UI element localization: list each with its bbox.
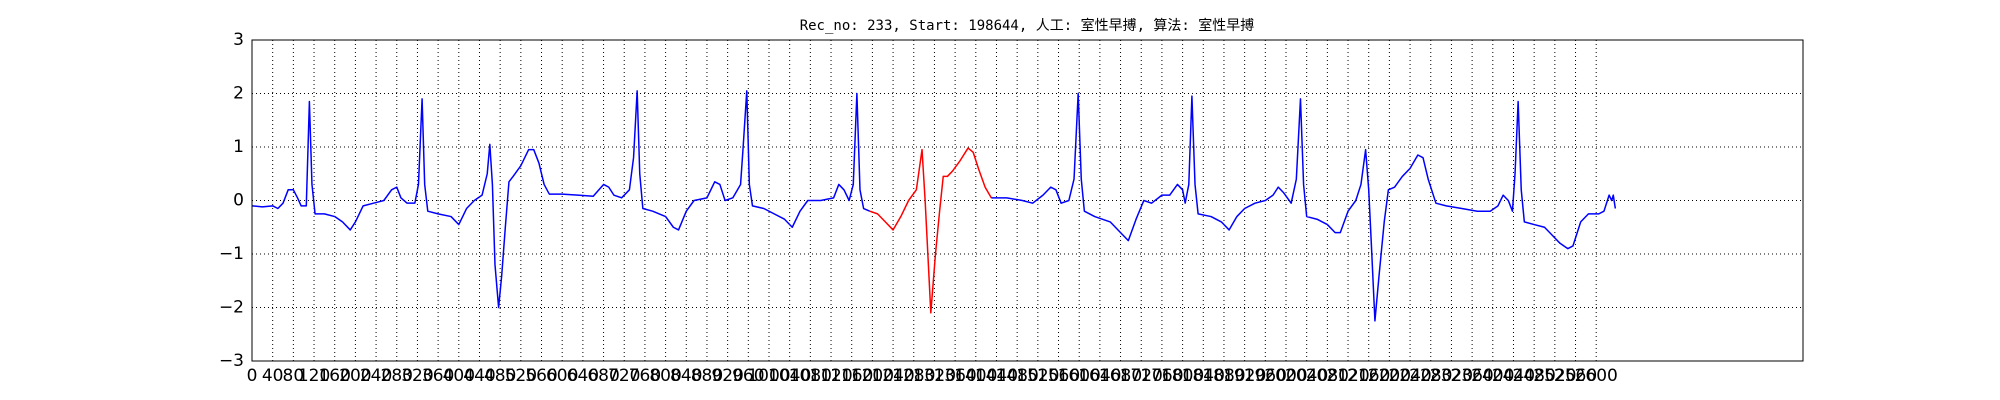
x-tick-label: 880 bbox=[691, 366, 723, 386]
x-tick-label: 1320 bbox=[913, 366, 956, 386]
x-tick-label: 600 bbox=[546, 366, 578, 386]
x-tick-label: 1880 bbox=[1202, 366, 1245, 386]
x-tick-label: 1440 bbox=[975, 366, 1018, 386]
x-tick-label: 1960 bbox=[1244, 366, 1287, 386]
x-tick-label: 760 bbox=[629, 366, 661, 386]
x-tick-label: 520 bbox=[505, 366, 537, 386]
x-tick-label: 1080 bbox=[789, 366, 832, 386]
x-tick-label: 2160 bbox=[1347, 366, 1390, 386]
x-tick-label: 1000 bbox=[747, 366, 790, 386]
x-tick-label: 1680 bbox=[1099, 366, 1142, 386]
x-tick-label: 440 bbox=[463, 366, 495, 386]
x-tick-label: 2120 bbox=[1326, 366, 1369, 386]
x-tick-label: 2000 bbox=[1264, 366, 1307, 386]
x-tick-label: 2280 bbox=[1409, 366, 1452, 386]
x-tick-label: 1400 bbox=[954, 366, 997, 386]
x-tick-label: 2320 bbox=[1430, 366, 1473, 386]
x-tick-label: 2600 bbox=[1575, 366, 1618, 386]
y-tick-label: 2 bbox=[233, 84, 244, 104]
x-tick-label: 360 bbox=[422, 366, 454, 386]
ecg-line bbox=[251, 90, 871, 309]
chart-title: Rec_no: 233, Start: 198644, 人工: 室性早搏, 算法… bbox=[800, 17, 1255, 34]
x-tick-label: 1360 bbox=[933, 366, 976, 386]
x-tick-label: 840 bbox=[670, 366, 702, 386]
x-tick-label: 2200 bbox=[1368, 366, 1411, 386]
x-tick-label: 1760 bbox=[1140, 366, 1183, 386]
x-tick-label: 1720 bbox=[1120, 366, 1163, 386]
x-tick-label: 240 bbox=[360, 366, 392, 386]
x-tick-label: 2440 bbox=[1492, 366, 1535, 386]
x-tick-label: 800 bbox=[649, 366, 681, 386]
y-tick-label: −3 bbox=[219, 351, 244, 371]
x-tick-label: 120 bbox=[298, 366, 330, 386]
x-tick-label: 1560 bbox=[1037, 366, 1080, 386]
x-tick-label: 1520 bbox=[1016, 366, 1059, 386]
x-tick-label: 1040 bbox=[768, 366, 811, 386]
ecg-line bbox=[869, 147, 992, 314]
x-tick-label: 2560 bbox=[1554, 366, 1597, 386]
x-tick-label: 1640 bbox=[1078, 366, 1121, 386]
x-tick-label: 680 bbox=[587, 366, 619, 386]
y-tick-label: 3 bbox=[233, 30, 244, 50]
y-tick-label: −2 bbox=[219, 298, 244, 318]
x-tick-label: 720 bbox=[608, 366, 640, 386]
x-tick-label: 2360 bbox=[1450, 366, 1493, 386]
x-tick-label: 1480 bbox=[996, 366, 1039, 386]
x-tick-label: 1600 bbox=[1058, 366, 1101, 386]
x-tick-label: 40 bbox=[262, 366, 284, 386]
x-tick-label: 1240 bbox=[871, 366, 914, 386]
x-tick-label: 1840 bbox=[1182, 366, 1225, 386]
x-tick-label: 0 bbox=[247, 366, 258, 386]
x-tick-label: 2480 bbox=[1513, 366, 1556, 386]
x-tick-label: 1920 bbox=[1223, 366, 1266, 386]
x-tick-label: 920 bbox=[711, 366, 743, 386]
x-tick-label: 280 bbox=[381, 366, 413, 386]
x-tick-label: 640 bbox=[567, 366, 599, 386]
x-tick-label: 200 bbox=[339, 366, 371, 386]
plot-frame bbox=[251, 39, 1804, 362]
x-tick-label: 2080 bbox=[1306, 366, 1349, 386]
x-tick-label: 480 bbox=[484, 366, 516, 386]
x-tick-label: 1280 bbox=[892, 366, 935, 386]
x-tick-label: 160 bbox=[318, 366, 350, 386]
x-tick-label: 1800 bbox=[1161, 366, 1204, 386]
x-tick-label: 80 bbox=[283, 366, 305, 386]
x-tick-label: 400 bbox=[443, 366, 475, 386]
x-tick-label: 1160 bbox=[830, 366, 873, 386]
x-tick-label: 2520 bbox=[1533, 366, 1576, 386]
x-tick-label: 2240 bbox=[1388, 366, 1431, 386]
y-tick-label: 1 bbox=[233, 137, 244, 157]
x-tick-label: 2040 bbox=[1285, 366, 1328, 386]
x-tick-label: 560 bbox=[525, 366, 557, 386]
y-tick-label: 0 bbox=[233, 191, 244, 211]
y-tick-label: −1 bbox=[219, 244, 244, 264]
x-tick-label: 2400 bbox=[1471, 366, 1514, 386]
x-tick-label: 1200 bbox=[851, 366, 894, 386]
ecg-line bbox=[991, 92, 1617, 322]
x-tick-label: 1120 bbox=[809, 366, 852, 386]
x-tick-label: 960 bbox=[732, 366, 764, 386]
x-tick-label: 320 bbox=[401, 366, 433, 386]
